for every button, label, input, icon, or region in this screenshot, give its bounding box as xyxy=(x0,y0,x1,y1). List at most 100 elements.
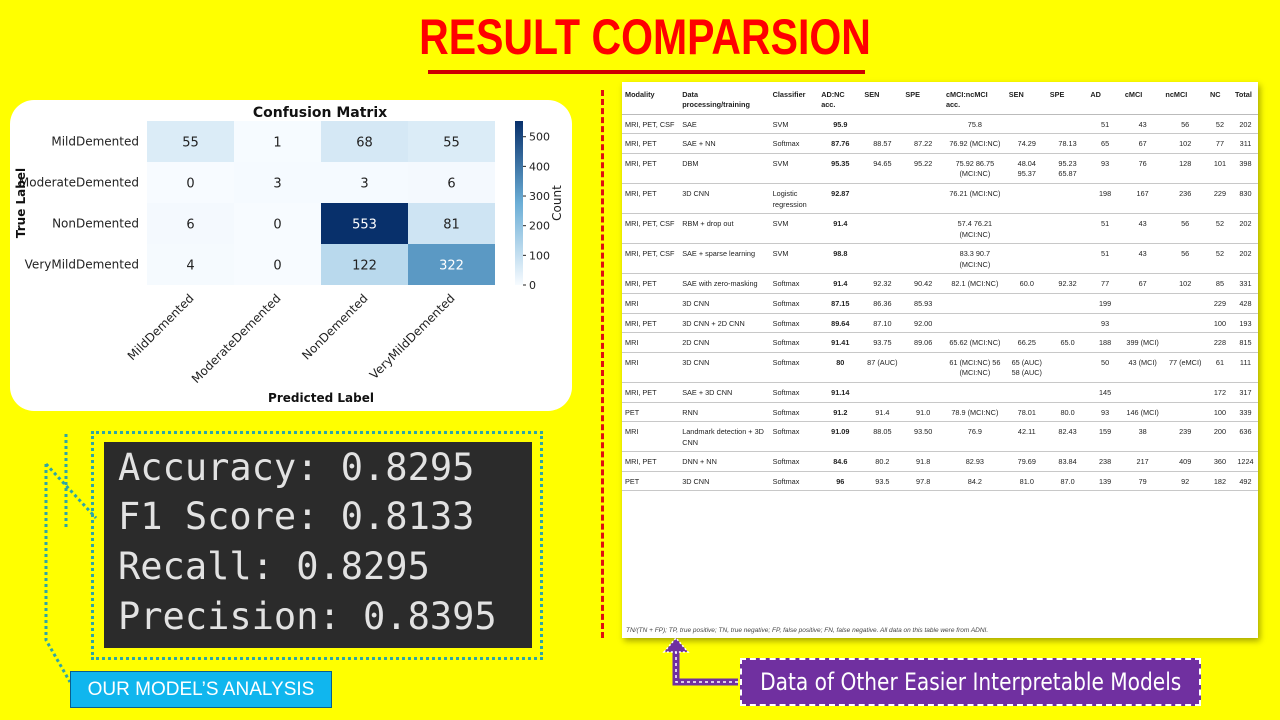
table-row: MRI, PET DNN + NN Softmax 84.6 80.2 91.8 82.93… xyxy=(622,451,1258,472)
table-cell: 91.4 xyxy=(861,402,903,423)
table-cell: 85 xyxy=(1206,273,1232,295)
page-title: RESULT COMPARSION xyxy=(419,9,871,65)
cm-colorbar-tick-label: 400 xyxy=(529,160,550,173)
section-divider xyxy=(601,90,604,638)
table-cell xyxy=(1005,183,1047,215)
table-cell: 3D CNN xyxy=(679,293,770,314)
cm-col-label: NonDemented xyxy=(299,291,370,362)
table-cell xyxy=(1046,382,1088,403)
table-cell: DBM xyxy=(679,153,770,185)
cm-cell xyxy=(234,162,321,203)
table-cell xyxy=(1046,213,1088,245)
table-cell: MRI, PET xyxy=(622,133,680,154)
table-cell: 50 xyxy=(1087,352,1122,383)
table-cell: SAE + NN xyxy=(679,133,770,154)
table-cell: 193 xyxy=(1231,313,1258,334)
table-cell: 93 xyxy=(1087,402,1122,423)
table-cell: 239 xyxy=(1162,421,1207,453)
table-cell: 91.09 xyxy=(818,421,862,453)
table-cell: 159 xyxy=(1087,421,1122,453)
cm-cell xyxy=(234,203,321,244)
table-row: MRI, PET, CSF SAE + sparse learning SVM 98.… xyxy=(622,243,1258,275)
table-cell: 78.13 xyxy=(1046,133,1088,154)
comparison-table-panel: Modality Data processing/training Classifi… xyxy=(622,82,1258,638)
cm-cell xyxy=(147,203,234,244)
table-row: MRI, PET SAE + NN Softmax 87.76 88.57 87.22 76… xyxy=(622,133,1258,154)
cm-cell xyxy=(408,203,495,244)
cm-cell-value: 3 xyxy=(360,177,368,192)
table-cell: 636 xyxy=(1231,421,1258,453)
cm-col-label: ModerateDemented xyxy=(189,291,284,386)
table-cell: 75.8 xyxy=(942,114,1006,135)
table-cell: MRI, PET xyxy=(622,153,680,185)
table-cell: Softmax xyxy=(769,402,819,423)
table-cell: 91.0 xyxy=(902,402,943,423)
table-cell: 91.41 xyxy=(818,332,862,353)
table-cell xyxy=(902,352,943,383)
table-cell: Logistic regression xyxy=(769,183,819,215)
table-cell: 51 xyxy=(1087,243,1122,275)
table-cell: MRI, PET, CSF xyxy=(622,114,680,135)
table-cell xyxy=(1005,382,1047,403)
table-cell: Softmax xyxy=(769,352,819,383)
table-cell: 492 xyxy=(1231,471,1258,492)
table-cell: Softmax xyxy=(769,332,819,353)
cm-colorbar xyxy=(515,121,523,285)
table-cell xyxy=(861,243,903,275)
table-row: MRI Landmark detection + 3D CNN Softmax 91.… xyxy=(622,421,1258,453)
table-header-cell: ncMCI xyxy=(1162,82,1207,115)
table-cell: 331 xyxy=(1231,273,1258,295)
table-cell: 95.9 xyxy=(818,114,862,135)
table-cell: 67 xyxy=(1121,133,1163,154)
table-cell: 100 xyxy=(1206,313,1232,334)
table-cell: 52 xyxy=(1206,114,1232,135)
table-row: MRI 2D CNN Softmax 91.41 93.75 89.06 65.62 (MC… xyxy=(622,332,1258,353)
table-row: PET RNN Softmax 91.2 91.4 91.0 78.9 (MCI:NC) 78… xyxy=(622,402,1258,423)
table-cell: 145 xyxy=(1087,382,1122,403)
table-cell: DNN + NN xyxy=(679,451,770,472)
table-cell: 92.32 xyxy=(1046,273,1088,295)
table-header-cell: AD xyxy=(1087,82,1122,115)
table-cell xyxy=(1046,243,1088,275)
table-cell xyxy=(1046,293,1088,314)
cm-colorbar-tick-label: 300 xyxy=(529,190,550,203)
table-cell: 66.25 xyxy=(1005,332,1047,353)
table-cell: 317 xyxy=(1231,382,1258,403)
table-cell xyxy=(902,243,943,275)
table-cell xyxy=(1005,213,1047,245)
table-cell xyxy=(1005,114,1047,135)
table-cell: 398 xyxy=(1231,153,1258,185)
cm-cell-value: 4 xyxy=(186,259,194,274)
table-header-cell: Total xyxy=(1231,82,1258,115)
table-cell: 88.05 xyxy=(861,421,903,453)
table-cell: 128 xyxy=(1162,153,1207,185)
cm-row-label: ModerateDemented xyxy=(19,176,139,190)
table-cell: SAE with zero-masking xyxy=(679,273,770,295)
table-cell: 93.75 xyxy=(861,332,903,353)
table-cell: 78.9 (MCI:NC) xyxy=(942,402,1006,423)
confusion-matrix-chart: Confusion Matrix 55 1 68 55 MildDemented 0 3 3 6 M… xyxy=(14,105,564,405)
cm-cell xyxy=(408,121,495,162)
table-cell: Softmax xyxy=(769,421,819,453)
cm-row-label: MildDemented xyxy=(51,135,139,149)
table-cell: SVM xyxy=(769,153,819,185)
table-cell: 98.8 xyxy=(818,243,862,275)
table-cell: 172 xyxy=(1206,382,1232,403)
table-cell: 84.6 xyxy=(818,451,862,472)
table-cell: 57.4 76.21 (MCI:NC) xyxy=(942,213,1006,245)
table-row: MRI 3D CNN Softmax 80 87 (AUC) 61 (MCI:NC) 56… xyxy=(622,352,1258,383)
table-cell: 43 (MCI) xyxy=(1121,352,1163,383)
table-row: MRI, PET 3D CNN Logistic regression 92.87 76… xyxy=(622,183,1258,215)
table-header-cell: Modality xyxy=(622,82,680,115)
table-cell: 238 xyxy=(1087,451,1122,472)
table-cell: 202 xyxy=(1231,213,1258,245)
table-cell: 80.2 xyxy=(861,451,903,472)
table-cell: 81.0 xyxy=(1005,471,1047,492)
table-cell: MRI, PET xyxy=(622,451,680,472)
table-cell xyxy=(1046,114,1088,135)
table-cell: 78.01 xyxy=(1005,402,1047,423)
table-cell: 428 xyxy=(1231,293,1258,314)
table-cell: 100 xyxy=(1206,402,1232,423)
table-cell: RBM + drop out xyxy=(679,213,770,245)
table-cell: 76.92 (MCI:NC) xyxy=(942,133,1006,154)
